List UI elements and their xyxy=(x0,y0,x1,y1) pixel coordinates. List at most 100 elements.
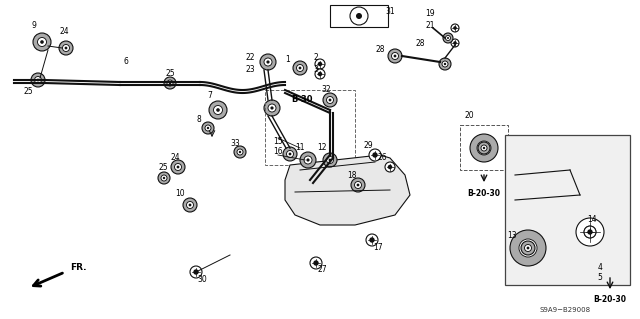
Circle shape xyxy=(356,13,362,19)
Text: 28: 28 xyxy=(415,40,425,48)
Circle shape xyxy=(310,257,322,269)
Circle shape xyxy=(478,142,490,154)
Text: 16: 16 xyxy=(273,147,283,157)
Circle shape xyxy=(304,156,312,164)
Circle shape xyxy=(350,7,368,25)
Circle shape xyxy=(525,244,531,251)
Text: 2: 2 xyxy=(314,54,318,63)
Circle shape xyxy=(283,147,297,161)
Circle shape xyxy=(326,97,333,103)
Text: 17: 17 xyxy=(373,243,383,253)
Text: 29: 29 xyxy=(363,140,373,150)
Circle shape xyxy=(453,41,457,45)
Circle shape xyxy=(193,269,198,275)
Circle shape xyxy=(314,260,319,266)
Text: 4: 4 xyxy=(598,263,602,272)
Circle shape xyxy=(167,80,173,86)
Circle shape xyxy=(481,145,487,151)
Text: B-20-30: B-20-30 xyxy=(467,189,500,197)
Text: 8: 8 xyxy=(196,115,202,124)
Circle shape xyxy=(317,72,323,76)
Circle shape xyxy=(36,78,40,81)
Text: 31: 31 xyxy=(385,6,395,16)
Text: FR.: FR. xyxy=(70,263,86,272)
Circle shape xyxy=(289,152,291,155)
Circle shape xyxy=(351,178,365,192)
Text: S9A9−B29008: S9A9−B29008 xyxy=(540,307,591,313)
Text: 23: 23 xyxy=(245,65,255,75)
Text: 24: 24 xyxy=(59,27,69,36)
Circle shape xyxy=(447,37,449,39)
Circle shape xyxy=(510,230,546,266)
Bar xyxy=(460,125,508,170)
Text: 33: 33 xyxy=(230,138,240,147)
Circle shape xyxy=(209,101,227,119)
Circle shape xyxy=(443,33,453,43)
Circle shape xyxy=(392,53,399,60)
Circle shape xyxy=(307,159,310,162)
Text: 14: 14 xyxy=(587,216,597,225)
Circle shape xyxy=(65,47,67,49)
Polygon shape xyxy=(285,155,410,225)
Circle shape xyxy=(38,38,47,47)
Text: 25: 25 xyxy=(165,70,175,78)
Circle shape xyxy=(237,149,243,155)
Text: 30: 30 xyxy=(197,276,207,285)
Circle shape xyxy=(326,157,333,164)
Circle shape xyxy=(234,146,246,158)
Circle shape xyxy=(372,152,378,158)
Circle shape xyxy=(451,39,459,47)
Circle shape xyxy=(63,44,70,51)
Circle shape xyxy=(527,247,529,249)
Circle shape xyxy=(388,165,392,169)
Text: 7: 7 xyxy=(207,91,212,100)
Circle shape xyxy=(584,226,596,238)
Text: 21: 21 xyxy=(425,21,435,31)
Circle shape xyxy=(31,73,45,87)
Circle shape xyxy=(270,107,274,110)
Circle shape xyxy=(163,177,165,179)
Circle shape xyxy=(190,266,202,278)
Circle shape xyxy=(268,104,276,112)
Circle shape xyxy=(264,100,280,116)
Text: B-30: B-30 xyxy=(291,95,313,105)
Circle shape xyxy=(315,59,325,69)
Circle shape xyxy=(477,141,491,155)
Circle shape xyxy=(366,234,378,246)
Circle shape xyxy=(183,198,197,212)
Text: 25: 25 xyxy=(158,164,168,173)
Text: 3: 3 xyxy=(314,65,319,75)
Circle shape xyxy=(356,184,360,186)
Circle shape xyxy=(296,64,303,71)
Text: 5: 5 xyxy=(598,273,602,283)
Text: 19: 19 xyxy=(425,9,435,18)
Circle shape xyxy=(161,175,167,181)
Circle shape xyxy=(169,82,172,84)
Text: 11: 11 xyxy=(295,144,305,152)
Circle shape xyxy=(524,244,532,252)
Circle shape xyxy=(388,49,402,63)
Text: 24: 24 xyxy=(170,152,180,161)
Circle shape xyxy=(216,108,220,112)
Circle shape xyxy=(444,63,446,65)
Circle shape xyxy=(207,127,209,129)
Text: 18: 18 xyxy=(348,170,356,180)
Circle shape xyxy=(369,149,381,161)
Circle shape xyxy=(175,164,182,170)
Text: 22: 22 xyxy=(245,54,255,63)
Circle shape xyxy=(293,61,307,75)
Text: 32: 32 xyxy=(321,85,331,94)
Text: 6: 6 xyxy=(124,57,129,66)
Circle shape xyxy=(576,218,604,246)
Text: 9: 9 xyxy=(31,20,36,29)
Text: 28: 28 xyxy=(375,46,385,55)
Circle shape xyxy=(355,182,362,189)
Text: 27: 27 xyxy=(317,265,327,275)
Circle shape xyxy=(186,202,193,209)
Circle shape xyxy=(59,41,73,55)
Circle shape xyxy=(239,151,241,153)
Circle shape xyxy=(470,134,498,162)
Text: B-20-30: B-20-30 xyxy=(593,295,627,305)
Bar xyxy=(330,5,388,27)
Circle shape xyxy=(439,58,451,70)
